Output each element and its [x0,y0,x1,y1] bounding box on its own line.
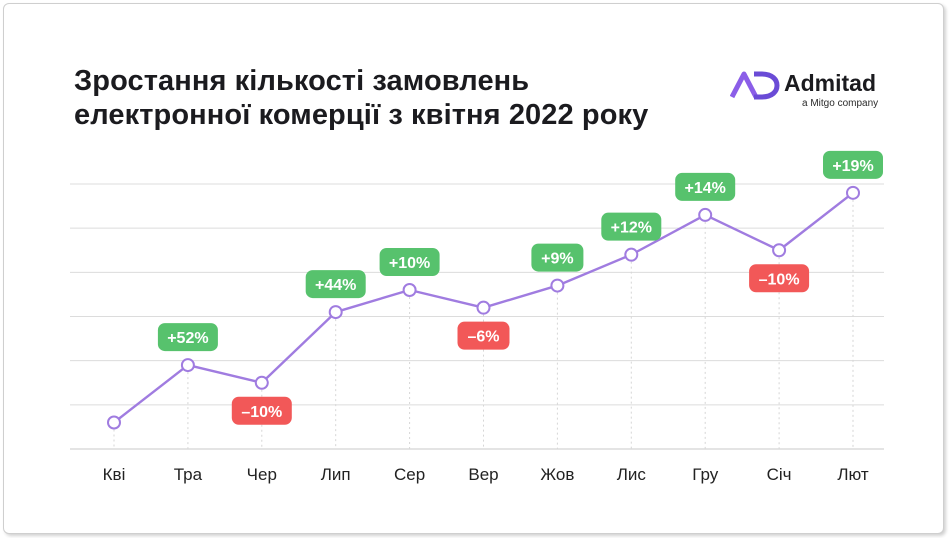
data-label-badge: +14% [675,172,736,201]
data-point [107,415,121,430]
x-tick-label: Сер [394,465,425,484]
badge-background [823,150,883,179]
data-label-badge: +52% [157,323,218,352]
data-label: +19% [832,158,873,175]
chart-x-axis: Кві Тра Чер Лип Сер Вер Жов Лис Гру Січ Лют [103,199,869,484]
x-tick-label: Тра [174,465,203,484]
data-label: –10% [759,271,800,288]
data-label: +10% [389,255,430,272]
data-label-badge: –10% [749,264,810,293]
chart-title-line-1: Зростання кількості замовлень [74,65,530,97]
data-label: +14% [685,180,726,197]
badge-background [157,323,218,352]
data-label: –10% [241,404,282,421]
data-point [180,358,195,373]
data-point [698,207,713,222]
chart-title: Зростання кількості замовлень електронно… [74,64,714,132]
admitad-logo-icon [730,71,780,100]
data-label: +12% [611,220,652,237]
data-point [624,247,639,262]
x-tick-label: Лис [617,465,647,484]
x-tick-label: Гру [692,465,719,484]
chart-gridlines [70,183,884,450]
chart-title-line-2: електронної комерції з квітня 2022 року [74,99,649,131]
x-tick-label: Кві [103,465,126,484]
badge-background [675,172,736,201]
badge-background [231,396,292,425]
brand-tagline: a Mitgo company [802,98,879,109]
badge-background [531,243,584,272]
data-label-badge: +9% [531,243,584,272]
x-tick-label: Жов [540,465,574,484]
x-tick-label: Лют [837,465,869,484]
data-label: +9% [541,251,573,268]
badge-background [749,264,810,293]
chart-data-labels: +52% –10% +44% +10% –6% +9% +12% +14% –10% +19% [157,150,883,425]
chart-points [107,185,860,430]
data-label-badge: –10% [231,396,292,425]
data-label: +44% [315,277,356,294]
x-tick-label: Чер [247,465,277,484]
badge-background [601,212,662,241]
x-tick-label: Лип [321,465,351,484]
x-tick-label: Січ [767,465,792,484]
data-point [846,185,860,200]
data-point [328,305,343,320]
brand-logo: Admitad a Mitgo company [730,70,900,114]
data-point [254,375,269,390]
x-tick-label: Вер [468,465,498,484]
data-point [550,278,565,293]
data-label: +52% [167,330,208,347]
data-label-badge: –6% [457,321,510,350]
badge-background [379,248,440,276]
data-label-badge: +10% [379,248,440,276]
brand-name: Admitad [784,70,876,96]
badge-background [305,270,366,299]
data-label-badge: +44% [305,270,366,299]
data-point [402,283,417,297]
data-point [476,300,491,315]
data-label-badge: +12% [601,212,662,241]
badge-background [457,321,510,350]
data-point [772,243,787,258]
data-label: –6% [467,329,499,346]
data-label-badge: +19% [823,150,883,179]
